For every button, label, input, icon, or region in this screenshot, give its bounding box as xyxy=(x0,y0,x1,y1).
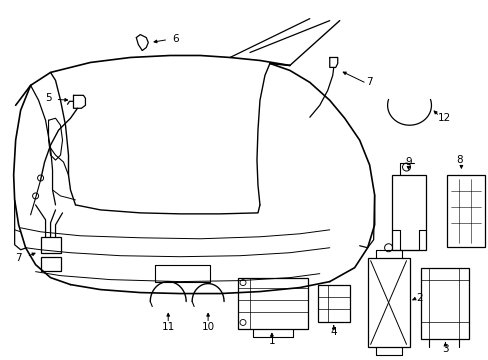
Bar xyxy=(317,285,349,323)
Text: 6: 6 xyxy=(172,33,178,44)
Bar xyxy=(238,278,307,329)
Bar xyxy=(41,237,61,253)
Bar xyxy=(367,258,408,347)
Bar xyxy=(391,175,426,250)
Text: 3: 3 xyxy=(441,345,448,354)
Text: 11: 11 xyxy=(161,323,175,332)
Bar xyxy=(421,268,468,339)
Text: 12: 12 xyxy=(437,113,450,123)
Text: 4: 4 xyxy=(330,327,336,337)
Bar xyxy=(41,257,61,271)
Text: 9: 9 xyxy=(405,157,411,167)
Text: 10: 10 xyxy=(201,323,214,332)
Text: 7: 7 xyxy=(366,77,372,87)
Bar xyxy=(447,175,484,247)
Text: 1: 1 xyxy=(268,336,275,346)
Text: 5: 5 xyxy=(45,93,52,103)
Text: 8: 8 xyxy=(455,155,462,165)
Text: 7: 7 xyxy=(15,253,22,263)
Text: 2: 2 xyxy=(415,293,422,302)
